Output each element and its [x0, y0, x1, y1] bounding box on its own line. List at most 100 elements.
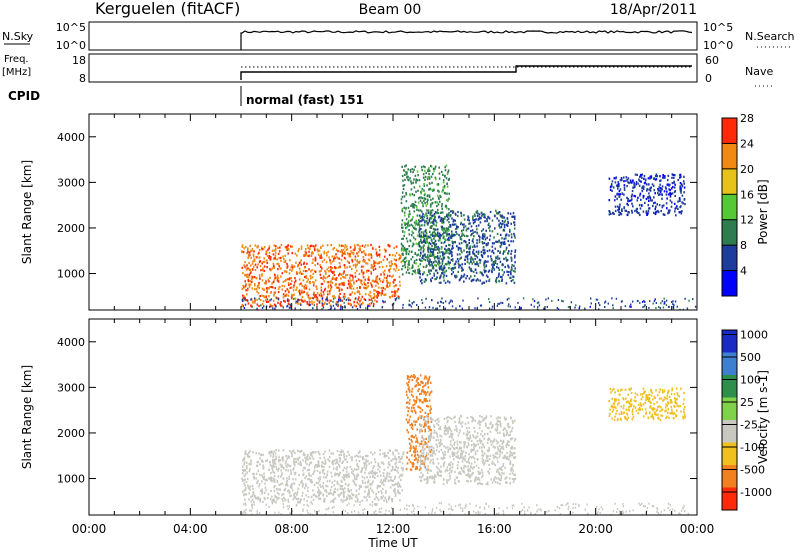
echo-cell [316, 287, 318, 291]
echo-cell [401, 468, 404, 471]
echo-cell [311, 300, 313, 303]
echo-cell [510, 266, 513, 269]
echo-cell [500, 243, 503, 246]
echo-cell [430, 254, 432, 257]
echo-cell [509, 305, 511, 308]
echo-cell [308, 268, 310, 271]
echo-cell [273, 475, 276, 478]
echo-cell [486, 243, 489, 246]
echo-cell [378, 245, 381, 248]
echo-cell [439, 305, 441, 308]
echo-cell [409, 239, 411, 242]
echo-cell [514, 261, 516, 264]
echo-cell [249, 280, 251, 283]
echo-cell [390, 476, 392, 479]
echo-cell [500, 466, 503, 469]
echo-cell [412, 203, 415, 206]
echo-cell [417, 416, 420, 419]
echo-cell [447, 213, 450, 216]
echo-cell [626, 185, 628, 188]
echo-cell [364, 481, 366, 484]
echo-cell [445, 204, 447, 207]
echo-cell [433, 248, 435, 252]
echo-cell [442, 186, 444, 189]
echo-cell [274, 256, 276, 260]
echo-cell [415, 205, 418, 208]
echo-cell [648, 306, 650, 309]
echo-cell [438, 249, 440, 252]
echo-cell [429, 216, 432, 219]
echo-cell [425, 212, 427, 215]
echo-cell [453, 416, 455, 419]
echo-cell [390, 260, 393, 263]
echo-cell [249, 283, 252, 286]
echo-cell [279, 463, 282, 466]
echo-cell [505, 258, 508, 261]
echo-cell [259, 498, 261, 501]
echo-cell [428, 427, 431, 430]
echo-cell [303, 285, 305, 288]
echo-cell [279, 246, 281, 249]
echo-cell [423, 216, 426, 219]
echo-cell [269, 498, 272, 501]
echo-cell [309, 457, 312, 460]
echo-cell [471, 467, 474, 470]
echo-cell [533, 305, 535, 308]
echo-cell [446, 262, 449, 265]
echo-cell [454, 482, 457, 485]
echo-cell [474, 257, 476, 261]
echo-cell [440, 241, 443, 244]
echo-cell [425, 375, 427, 378]
echo-cell [424, 166, 426, 169]
echo-cell [329, 260, 331, 263]
echo-cell [313, 301, 315, 304]
echo-cell [498, 444, 501, 447]
echo-cell [308, 474, 310, 477]
echo-cell [272, 459, 275, 462]
echo-cell [319, 457, 321, 460]
echo-cell [636, 173, 638, 176]
echo-cell [351, 458, 353, 462]
echo-cell [398, 280, 401, 283]
echo-cell [359, 304, 361, 307]
echo-cell [428, 218, 431, 222]
echo-cell [297, 501, 299, 504]
echo-cell [315, 294, 317, 297]
echo-cell [614, 181, 617, 184]
echo-cell [348, 497, 351, 501]
echo-cell [381, 482, 383, 485]
echo-cell [495, 477, 498, 480]
echo-cell [493, 438, 496, 441]
echo-cell [329, 491, 331, 494]
echo-cell [496, 304, 499, 307]
echo-cell [429, 409, 431, 412]
echo-cell [361, 468, 363, 471]
echo-cell [403, 221, 406, 225]
echo-cell [343, 306, 345, 309]
echo-cell [308, 303, 310, 306]
echo-cell [353, 304, 356, 307]
echo-cell [413, 406, 415, 410]
echo-cell [430, 251, 433, 254]
echo-cell [508, 250, 510, 253]
echo-cell [342, 490, 345, 493]
echo-cell [421, 219, 423, 222]
echo-cell [401, 223, 403, 226]
echo-cell [242, 299, 245, 302]
echo-cell [425, 437, 427, 441]
echo-cell [496, 452, 499, 455]
echo-cell [431, 221, 433, 224]
echo-cell [423, 224, 426, 227]
echo-cell [418, 230, 420, 233]
echo-cell [286, 483, 289, 486]
echo-cell [458, 279, 461, 282]
echo-cell [434, 239, 437, 242]
echo-cell [476, 256, 479, 259]
echo-cell [342, 492, 345, 495]
echo-cell [292, 460, 295, 463]
echo-cell [442, 482, 445, 485]
echo-cell [494, 261, 497, 264]
echo-cell [306, 270, 308, 273]
echo-cell [448, 226, 450, 229]
noise-left-label: N.Sky [2, 30, 34, 43]
